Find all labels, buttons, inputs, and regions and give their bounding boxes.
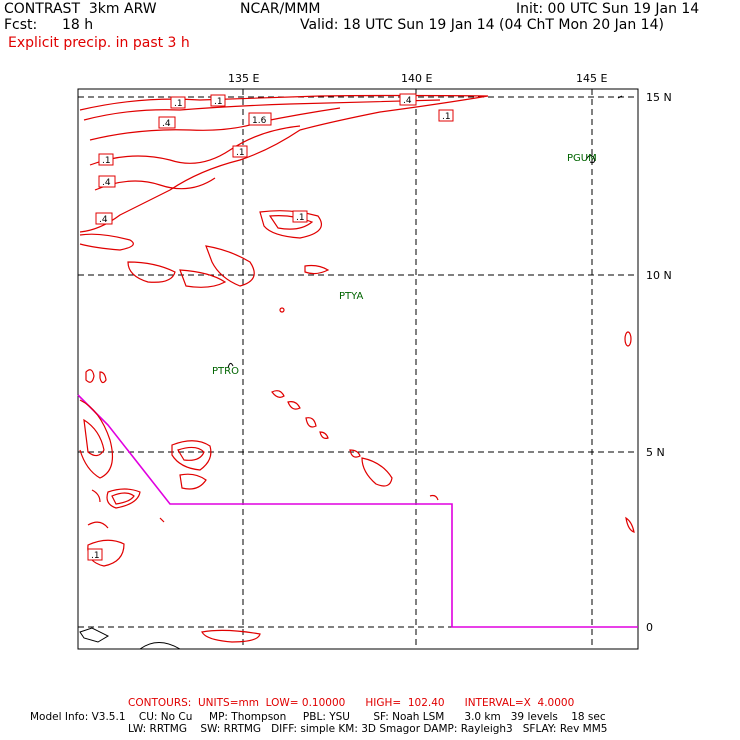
contour-cell-13 <box>87 521 109 529</box>
model-info-line2: LW: RRTMG SW: RRTMG DIFF: simple KM: 3D … <box>128 723 608 735</box>
contour-label-box <box>292 210 308 223</box>
contour-cell-10 <box>171 440 212 471</box>
contour-label: 1.6 <box>252 116 267 126</box>
lat-label-0: 0 <box>646 621 653 634</box>
contour-cell-22 <box>625 516 635 533</box>
contour-label-box <box>158 116 176 129</box>
contour-label-box <box>95 212 113 225</box>
valid-time: Valid: 18 UTC Sun 19 Jan 14 (04 ChT Mon … <box>300 17 664 33</box>
product-title: CONTRAST 3km ARW <box>4 1 157 17</box>
lon-label-135: 135 E <box>228 72 259 85</box>
contour-label: .4 <box>102 178 111 188</box>
contour-band-north <box>79 94 489 233</box>
coast-arc <box>139 642 181 650</box>
contour-cell-4-inner <box>268 215 314 230</box>
contour-band-north-inner2 <box>89 107 341 141</box>
contour-label: .4 <box>403 96 412 106</box>
contour-label: .1 <box>102 156 111 166</box>
contour-cell-6 <box>85 369 95 383</box>
contour-cell-4 <box>259 210 322 239</box>
contour-label-box <box>438 109 454 122</box>
contour-cell-dot <box>279 307 285 313</box>
contour-cell-18 <box>319 431 329 439</box>
contour-label: .1 <box>296 213 305 223</box>
contour-cell-west <box>79 233 134 251</box>
contour-cell-24 <box>159 517 165 523</box>
contour-cell-19 <box>349 449 361 458</box>
precip-contours <box>79 94 635 643</box>
contour-cell-20 <box>361 457 393 487</box>
lat-label-15: 15 N <box>646 91 672 104</box>
lat-lon-grid <box>78 89 638 649</box>
coast-palau <box>227 362 234 369</box>
lat-label-5: 5 N <box>646 446 665 459</box>
contour-label-box <box>210 94 226 107</box>
contour-label-box <box>98 175 116 188</box>
lon-label-145: 145 E <box>576 72 607 85</box>
contour-cell-10-inner <box>177 446 205 461</box>
map-frame <box>77 88 639 650</box>
field-title: Explicit precip. in past 3 h <box>8 35 190 51</box>
contour-label-box <box>248 112 272 126</box>
contour-label: .1 <box>236 148 245 158</box>
contour-cell-8 <box>79 399 113 479</box>
contour-cell-12 <box>106 488 141 509</box>
model-info-line1: Model Info: V3.5.1 CU: No Cu MP: Thompso… <box>30 711 606 723</box>
contour-info: CONTOURS: UNITS=mm LOW= 0.10000 HIGH= 10… <box>128 697 575 709</box>
contour-cell-15 <box>271 390 285 398</box>
contour-label: .4 <box>99 215 108 225</box>
contour-cell-9 <box>91 489 101 503</box>
contour-cell-east <box>624 331 632 347</box>
station-label-ptya: PTYA <box>339 291 363 302</box>
contour-label: .1 <box>214 97 223 107</box>
contour-band-north-inner <box>83 99 441 121</box>
contour-label: .4 <box>162 119 171 129</box>
forecast-label: Fcst: <box>4 17 38 33</box>
contour-cell-1 <box>205 245 255 287</box>
contour-cell-23 <box>201 629 261 643</box>
contour-cell-7 <box>99 371 107 384</box>
lon-label-140: 140 E <box>401 72 432 85</box>
init-time: Init: 00 UTC Sun 19 Jan 14 <box>516 1 700 17</box>
contour-cell-2 <box>127 261 176 283</box>
contour-cell-17 <box>305 417 317 428</box>
contour-label: .1 <box>442 112 451 122</box>
coast-island <box>79 627 110 643</box>
station-label-ptro: PTRO <box>212 366 239 377</box>
contour-cell-16 <box>287 401 301 410</box>
coast-guam <box>585 154 595 163</box>
contour-cell-11 <box>179 473 207 490</box>
coastlines <box>79 95 623 650</box>
station-label-pgum: PGUM <box>567 153 597 164</box>
center-name: NCAR/MMM <box>240 1 321 17</box>
contour-label-box <box>98 153 114 166</box>
contour-cell-3 <box>179 269 227 288</box>
contour-band-north-inner3 <box>89 125 301 166</box>
contour-label-box <box>399 93 417 106</box>
contour-label-box <box>87 548 103 561</box>
contour-label-box <box>170 96 186 109</box>
contour-label: .1 <box>174 99 183 109</box>
coast-north <box>617 95 623 99</box>
contour-cell-21 <box>429 494 439 501</box>
contour-label-box <box>232 145 248 158</box>
contour-cell-8-inner <box>83 418 105 457</box>
contour-cell-5 <box>304 264 330 275</box>
forecast-hour: 18 h <box>62 17 94 33</box>
lat-label-10: 10 N <box>646 269 672 282</box>
contour-label: .1 <box>91 551 100 561</box>
contour-cell-12-inner <box>111 492 135 505</box>
eez-boundary-line <box>77 394 638 628</box>
